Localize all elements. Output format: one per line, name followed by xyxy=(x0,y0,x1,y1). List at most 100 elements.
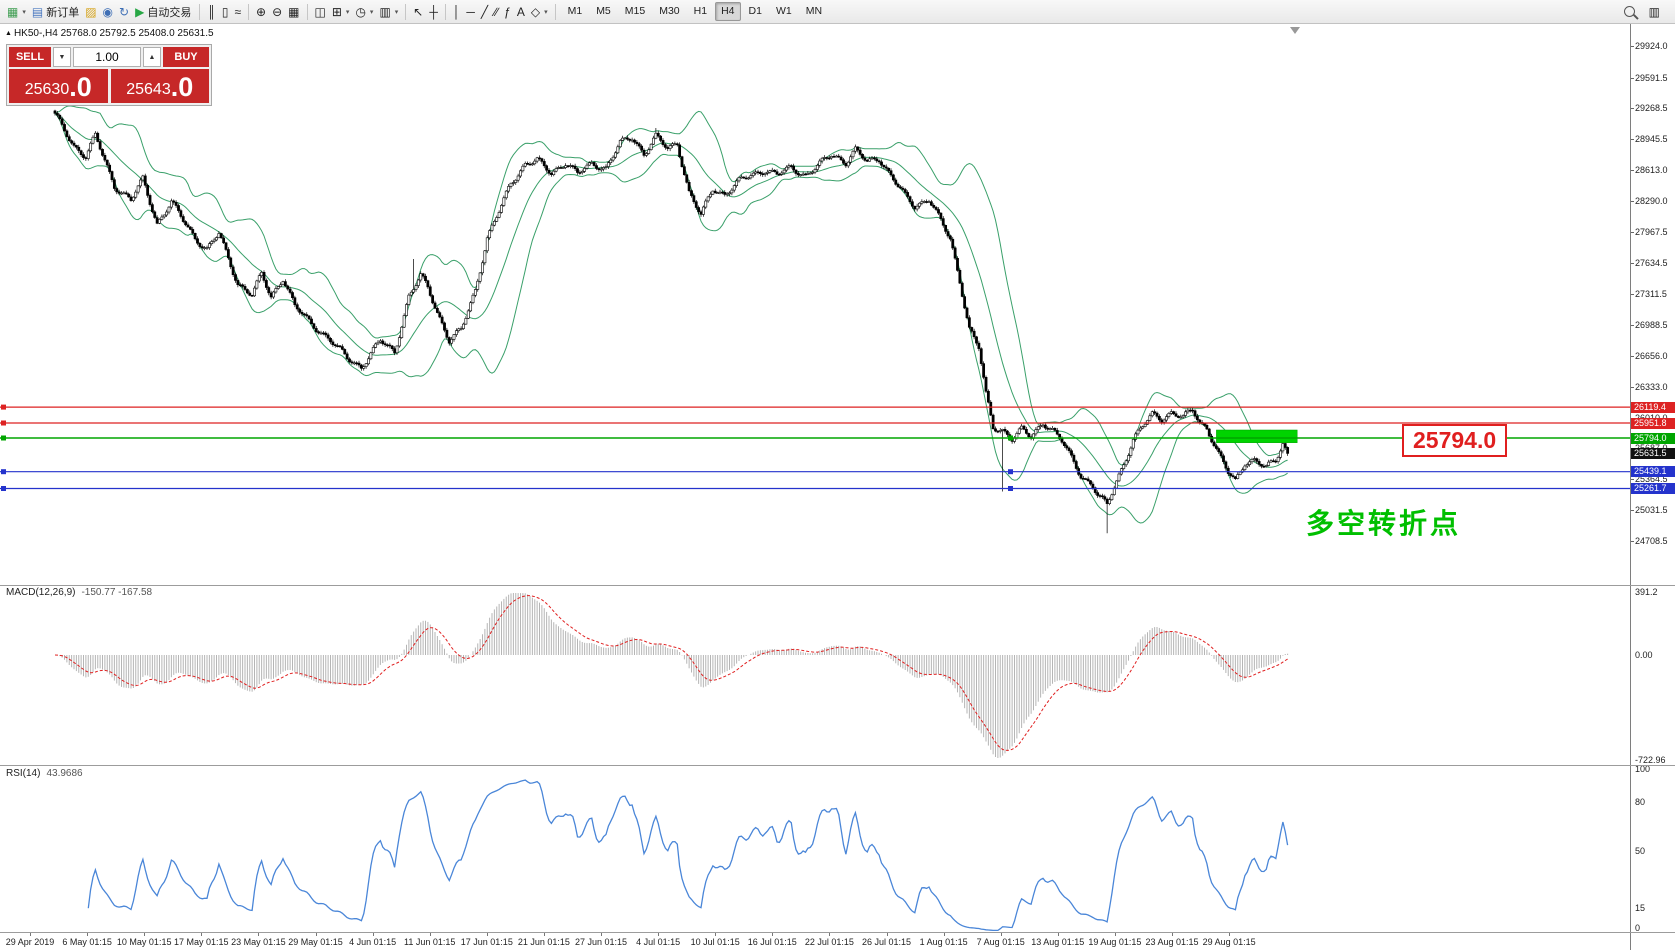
time-axis-label: 4 Jun 01:15 xyxy=(349,937,397,947)
price-callout-object[interactable]: 25794.0 xyxy=(1402,424,1508,457)
toolbar-timeframes-group: M1 M5 M15 M30 H1 H4 D1 W1 MN xyxy=(561,2,829,21)
timeframe-m1[interactable]: M1 xyxy=(567,5,583,17)
cursor-icon: ↖ xyxy=(413,4,424,19)
price-tick xyxy=(1631,46,1634,47)
rsi-name: RSI(14) xyxy=(6,768,41,779)
metaeditor-icon[interactable]: ▨ xyxy=(82,2,99,22)
cursor-icon[interactable]: ↖ xyxy=(410,2,426,22)
zoom-out-icon[interactable]: ⊖ xyxy=(269,2,285,22)
price-tick xyxy=(1631,478,1634,480)
refresh-icon: ↻ xyxy=(119,4,130,19)
price-line-badge: 25951.8 xyxy=(1631,417,1675,429)
volume-increase-button[interactable]: ▲ xyxy=(143,47,161,67)
toolbar-tools-group: ║ ▯ ≈ ⊕ ⊖ ▦ ◫ ⊞ ▾ ◷ ▾ ▥ ▾ ↖ ┼ │ ─ ╱ ∕∕ ƒ A ◇ ▾ xyxy=(195,2,559,22)
tile-windows-icon[interactable]: ▦ xyxy=(285,2,302,22)
zoom-in-icon[interactable]: ⊕ xyxy=(253,2,269,22)
toolbar-main-group: ▦ ▾ ▤ 新订单 ▨ ◉ ↻ ▶ 自动交易 xyxy=(4,2,194,22)
price-tick xyxy=(1631,77,1634,79)
time-tick xyxy=(372,933,374,936)
timeframe-m30[interactable]: M30 xyxy=(659,5,680,17)
toolbar-separator xyxy=(444,3,446,20)
macd-panel-separator[interactable] xyxy=(0,585,1675,586)
timeframe-h1[interactable]: H1 xyxy=(693,5,708,17)
price-chart-canvas[interactable] xyxy=(0,24,1630,950)
time-axis[interactable]: 29 Apr 2019 6 May 01:15 10 May 01:15 17 May… xyxy=(0,933,1630,950)
price-scale[interactable]: 29924.0 29591.5 29268.5 28945.5 28613.0 28290… xyxy=(1630,24,1675,950)
indicators-icon[interactable]: ⊞ ▾ xyxy=(329,2,353,22)
volume-decrease-button[interactable]: ▼ xyxy=(53,47,71,67)
time-tick xyxy=(87,933,89,936)
zoom-out-icon: ⊖ xyxy=(272,4,283,19)
price-tick xyxy=(1631,356,1634,358)
timeframe-m5[interactable]: M5 xyxy=(596,5,611,17)
refresh-icon[interactable]: ↻ xyxy=(116,2,132,22)
rsi-label: RSI(14) 43.9686 xyxy=(6,768,83,779)
timeframe-m15[interactable]: M15 xyxy=(624,5,646,17)
price-tick xyxy=(1631,138,1634,140)
sell-price-button[interactable]: 25630.0 xyxy=(9,69,108,103)
caret-down-icon: ▾ xyxy=(369,8,374,16)
bar-chart-icon[interactable]: ║ xyxy=(204,2,219,22)
toolbar: ▦ ▾ ▤ 新订单 ▨ ◉ ↻ ▶ 自动交易 ║ ▯ ≈ ⊕ ⊖ ▦ ◫ ⊞ ▾ ◷ ▾ ▥ ▾ ↖ ┼ │ ─ ╱ ∕∕ ƒ A ◇ ▾ … xyxy=(0,0,1675,24)
time-axis-label: 29 Aug 01:15 xyxy=(1202,937,1256,947)
price-tick-label: 27634.5 xyxy=(1635,258,1668,269)
time-axis-label: 21 Jun 01:15 xyxy=(517,937,570,947)
channel-icon[interactable]: ∕∕ xyxy=(491,2,501,22)
line-chart-icon[interactable]: ≈ xyxy=(231,2,244,22)
vertical-line-icon[interactable]: │ xyxy=(450,2,464,22)
toolbar-separator xyxy=(248,3,250,20)
macd-scale-label: 391.2 xyxy=(1635,587,1658,597)
horizontal-line-icon: ─ xyxy=(466,4,475,19)
bar-chart-icon: ║ xyxy=(207,4,216,19)
arrows-icon[interactable]: ◇ ▾ xyxy=(528,2,551,22)
horizontal-line-icon[interactable]: ─ xyxy=(463,2,478,22)
time-tick xyxy=(715,933,717,936)
rsi-scale-label: 50 xyxy=(1635,845,1646,856)
price-tick-label: 26988.5 xyxy=(1635,319,1668,330)
highlight-rect-object[interactable] xyxy=(1216,429,1298,443)
autotrade-icon: ▶ xyxy=(135,4,145,19)
chart-shift-marker[interactable] xyxy=(1290,27,1300,34)
arrange-charts-icon[interactable]: ◫ xyxy=(312,2,329,22)
time-axis-label: 29 Apr 2019 xyxy=(5,937,55,947)
time-axis-separator xyxy=(0,932,1675,933)
time-axis-label: 23 May 01:15 xyxy=(231,937,286,947)
time-tick xyxy=(601,933,602,936)
profile-icon: ◉ xyxy=(102,4,114,19)
line-chart-icon: ≈ xyxy=(234,4,242,19)
annotation-text-object[interactable]: 多空转折点 xyxy=(1306,508,1462,539)
search-button[interactable] xyxy=(1621,2,1638,22)
trendline-icon[interactable]: ╱ xyxy=(478,2,491,22)
timeframe-h4[interactable]: H4 xyxy=(715,2,741,21)
sell-button[interactable]: SELL xyxy=(9,47,51,67)
templates-icon: ▥ xyxy=(379,4,391,19)
data-window-icon[interactable]: ▥ xyxy=(1646,2,1663,22)
crosshair-icon[interactable]: ┼ xyxy=(426,2,441,22)
new-chart-icon[interactable]: ▦ ▾ xyxy=(4,2,29,22)
timeframe-d1[interactable]: D1 xyxy=(748,5,762,17)
templates-icon[interactable]: ▥ ▾ xyxy=(376,2,401,22)
text-icon[interactable]: A xyxy=(514,2,528,22)
new-order-button[interactable]: ▤ 新订单 xyxy=(29,2,82,22)
periods-icon[interactable]: ◷ ▾ xyxy=(352,2,376,22)
autotrade-button[interactable]: ▶ 自动交易 xyxy=(132,2,194,22)
timeframe-w1[interactable]: W1 xyxy=(775,5,792,17)
caret-down-icon: ▾ xyxy=(22,8,26,16)
timeframe-mn[interactable]: MN xyxy=(805,5,823,17)
time-axis-label: 4 Jul 01:15 xyxy=(636,937,681,947)
macd-name: MACD(12,26,9) xyxy=(6,587,76,598)
time-axis-label: 26 Jul 01:15 xyxy=(861,937,912,947)
rsi-panel-separator[interactable] xyxy=(0,765,1675,766)
time-axis-label: 10 May 01:15 xyxy=(116,937,172,947)
fibonacci-icon: ƒ xyxy=(504,4,511,19)
profile-icon[interactable]: ◉ xyxy=(100,2,116,22)
time-tick xyxy=(886,933,888,936)
buy-price-button[interactable]: 25643.0 xyxy=(110,69,209,103)
caret-down-icon: ▾ xyxy=(345,8,350,16)
buy-button[interactable]: BUY xyxy=(163,47,209,67)
candle-chart-icon[interactable]: ▯ xyxy=(219,2,232,22)
volume-input[interactable] xyxy=(73,47,141,67)
time-axis-label: 17 Jun 01:15 xyxy=(460,937,513,947)
fibonacci-icon[interactable]: ƒ xyxy=(501,2,514,22)
